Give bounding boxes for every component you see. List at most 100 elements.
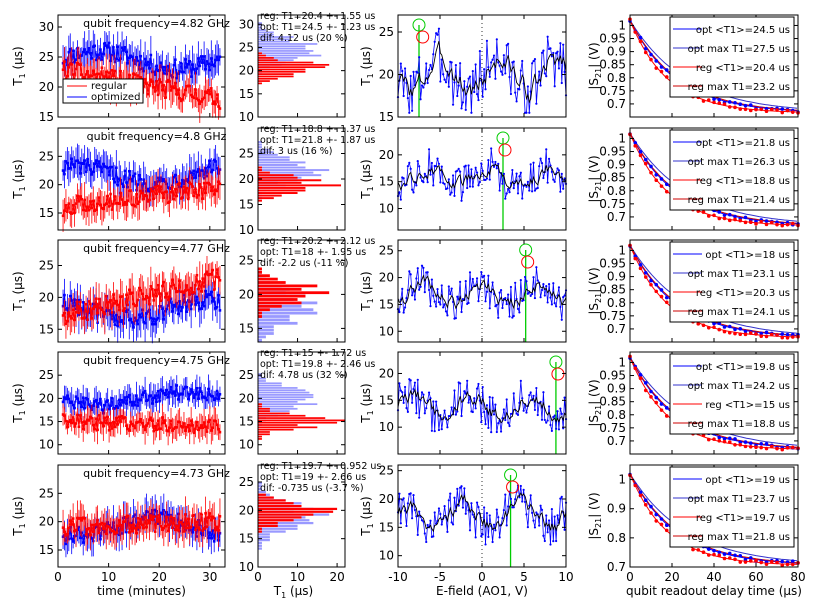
efield-point <box>533 526 537 529</box>
efield-point <box>427 288 431 292</box>
efield-point <box>531 190 534 193</box>
stats-line: dif: 4.12 us (20 %) <box>260 33 348 44</box>
legend-entry: reg <T1>=15 us <box>705 400 790 411</box>
decay-point <box>775 333 779 337</box>
decay-point <box>769 444 774 449</box>
regular-point <box>70 63 73 66</box>
efield-point <box>436 33 439 36</box>
efield-point <box>519 279 522 282</box>
optimized-point <box>86 397 89 401</box>
optimized-point <box>142 69 145 73</box>
decay-legend-box <box>669 353 795 435</box>
y-tick-label: 15 <box>239 198 254 212</box>
regular-point <box>156 419 160 422</box>
regular-point <box>127 531 131 534</box>
efield-point <box>435 305 438 308</box>
red-circle-marker <box>521 255 535 269</box>
efield-point <box>470 168 473 171</box>
efield-point <box>398 310 401 314</box>
efield-point <box>498 536 501 539</box>
efield-point <box>430 161 433 165</box>
regular-point <box>201 277 204 280</box>
regular-point <box>130 291 134 295</box>
regular-point <box>207 516 210 519</box>
regular-point <box>130 203 134 207</box>
efield-point <box>418 510 421 513</box>
optimized-hist-bar <box>258 50 314 52</box>
efield-point <box>522 488 525 491</box>
efield-point <box>416 160 419 163</box>
regular-point <box>215 189 219 193</box>
regular-point <box>64 419 68 423</box>
histogram-axes <box>257 351 346 455</box>
regular-point <box>93 523 97 527</box>
regular-point <box>96 428 99 432</box>
regular-hist-bar <box>258 519 294 522</box>
decay-point <box>738 332 743 337</box>
optimized-point <box>172 390 176 393</box>
decay-point <box>664 406 669 410</box>
efield-point <box>468 75 472 78</box>
efield-point <box>460 107 463 110</box>
optimized-point <box>175 76 179 80</box>
efield-point <box>487 274 490 277</box>
efield-point <box>555 427 558 430</box>
optimized-point <box>99 48 102 51</box>
regular-point <box>150 419 154 422</box>
decay-point <box>649 278 653 283</box>
regular-point <box>195 520 199 524</box>
efield-point <box>502 54 505 57</box>
stats-line: dif: 3 us (16 %) <box>260 146 333 157</box>
efield-point <box>559 190 562 193</box>
optimized-point <box>197 397 200 400</box>
red-circle-marker <box>551 367 565 381</box>
regular-hist-bar <box>258 405 262 408</box>
y-tick-label: 20 <box>379 148 394 162</box>
optimized-point <box>174 173 177 177</box>
y-axis-label: |S21| (V) <box>587 267 603 314</box>
optimized-point <box>179 61 183 65</box>
regular-hist-bar <box>258 77 278 80</box>
optimized-point <box>198 386 202 390</box>
efield-point <box>498 291 501 294</box>
optimized-point <box>63 172 66 176</box>
efield-point <box>508 75 511 79</box>
x-tick-label: 20 <box>152 570 167 584</box>
optimized-hist-bar <box>258 57 298 59</box>
decay-point <box>743 215 748 220</box>
efield-point <box>415 515 418 518</box>
efield-point <box>477 300 480 303</box>
decay-point <box>638 266 643 271</box>
decay-point <box>748 441 753 445</box>
regular-hist-bar <box>258 438 262 440</box>
optimized-point <box>194 303 197 306</box>
decay-point <box>727 324 732 329</box>
efield-point <box>559 497 562 500</box>
efield-point <box>539 400 542 403</box>
y-tick-label: 0.85 <box>599 58 626 72</box>
regular-hist-bar <box>258 61 314 64</box>
regular-point <box>191 291 194 294</box>
regular-point <box>109 528 112 531</box>
regular-hist-bar <box>258 267 262 271</box>
regular-point <box>166 201 170 204</box>
optimized-point <box>120 46 124 50</box>
decay-point <box>654 282 659 287</box>
efield-point <box>485 39 489 42</box>
optimized-point <box>122 401 125 404</box>
regular-point <box>214 102 217 106</box>
efield-point <box>488 75 491 78</box>
regular-point <box>195 196 199 199</box>
regular-point <box>110 529 114 533</box>
regular-point <box>150 80 154 83</box>
optimized-point <box>135 319 138 322</box>
y-tick-label: 25 <box>379 244 394 258</box>
efield-point <box>526 525 529 529</box>
optimized-point <box>161 307 164 310</box>
regular-point <box>63 414 66 417</box>
regular-point <box>73 529 76 533</box>
efield-point <box>531 62 534 65</box>
regular-hist-bar <box>258 82 262 85</box>
decay-point <box>638 373 643 377</box>
efield-point <box>563 528 566 531</box>
